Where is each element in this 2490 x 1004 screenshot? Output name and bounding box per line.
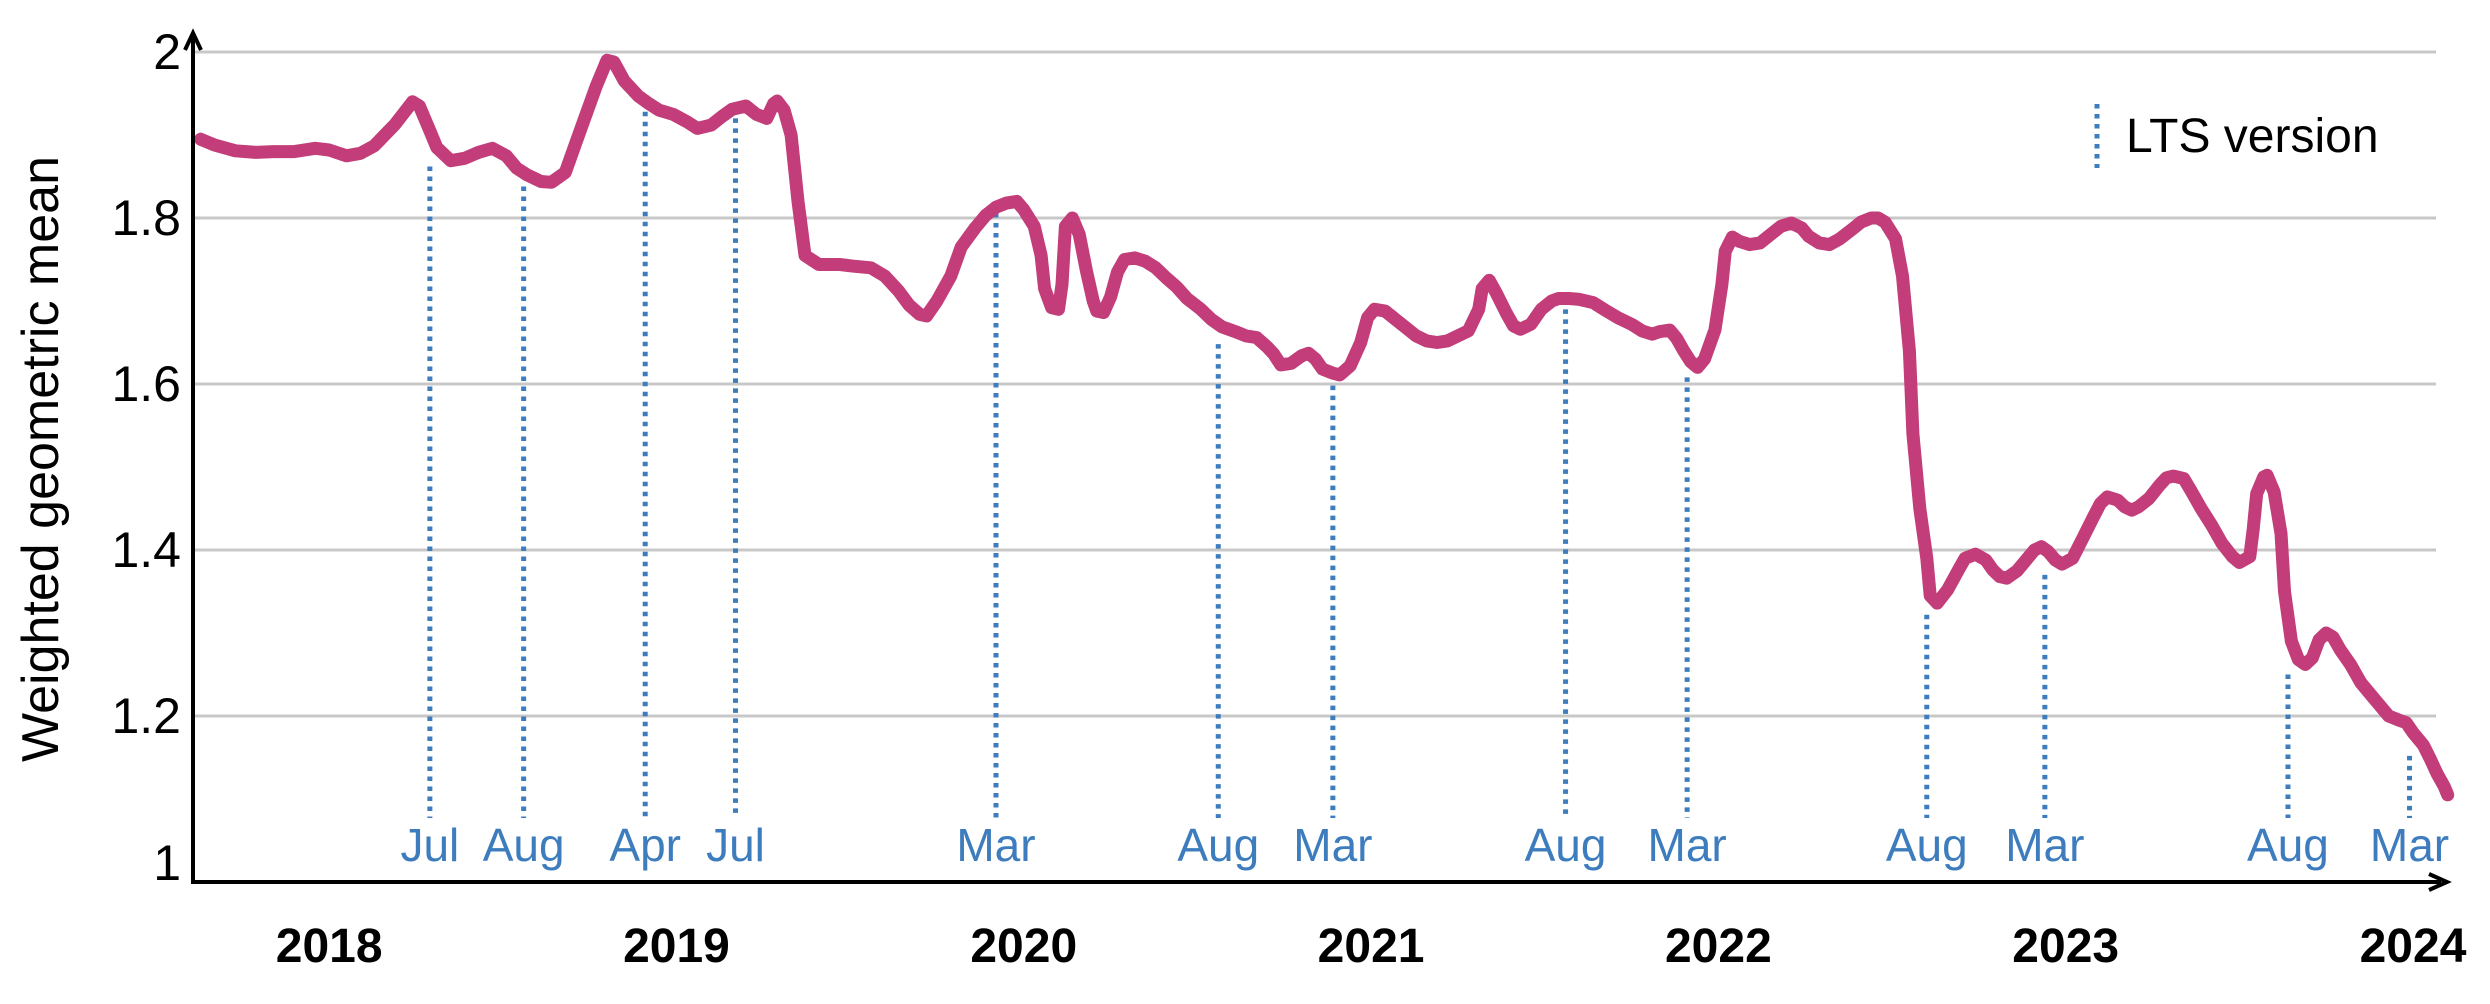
x-tick-label: 2023 [2012,920,2119,973]
x-tick-label: 2024 [2360,920,2467,973]
lts-month-label: Aug [1886,819,1968,871]
x-tick-label: 2018 [276,920,383,973]
axes [183,28,2452,892]
lts-month-label: Mar [1293,819,1372,871]
y-tick-label: 1.2 [111,688,181,744]
x-axis-tick-labels: 2018 2019 2020 2021 2022 2023 2024 [276,920,2467,973]
metric-line-layer [194,53,2455,802]
lts-month-label: Mar [1648,819,1727,871]
metric-line [194,53,2455,802]
y-tick-label: 1.8 [111,190,181,246]
y-axis-tick-labels: 2 1.8 1.6 1.4 1.2 1 [111,24,181,891]
y-tick-label: 2 [153,24,181,80]
y-axis-arrow-icon [183,28,203,51]
lts-version-marker-lines: Jul Aug Apr Jul Mar Aug Mar Aug Mar Aug Mar Aug Mar [400,111,2449,871]
x-axis-arrow-icon [2428,872,2452,892]
y-tick-label: 1 [153,835,181,891]
legend: LTS version [2094,104,2379,168]
x-tick-label: 2021 [1318,920,1425,973]
x-tick-label: 2022 [1665,920,1772,973]
lts-month-label: Mar [2370,819,2449,871]
legend-label: LTS version [2126,110,2379,163]
lts-month-label: Aug [1525,819,1607,871]
y-axis-title: Weighted geometric mean [12,156,70,762]
lts-month-label: Jul [706,819,765,871]
lts-month-label: Aug [2247,819,2329,871]
gridlines [193,50,2436,718]
lts-month-label: Jul [400,819,459,871]
lts-month-label: Apr [609,819,681,871]
x-tick-label: 2020 [970,920,1077,973]
lts-month-label: Aug [1177,819,1259,871]
lts-month-label: Aug [483,819,565,871]
x-tick-label: 2019 [623,920,730,973]
lts-month-label: Mar [956,819,1035,871]
lts-month-label: Mar [2005,819,2084,871]
y-tick-label: 1.4 [111,522,181,578]
y-tick-label: 1.6 [111,356,181,412]
